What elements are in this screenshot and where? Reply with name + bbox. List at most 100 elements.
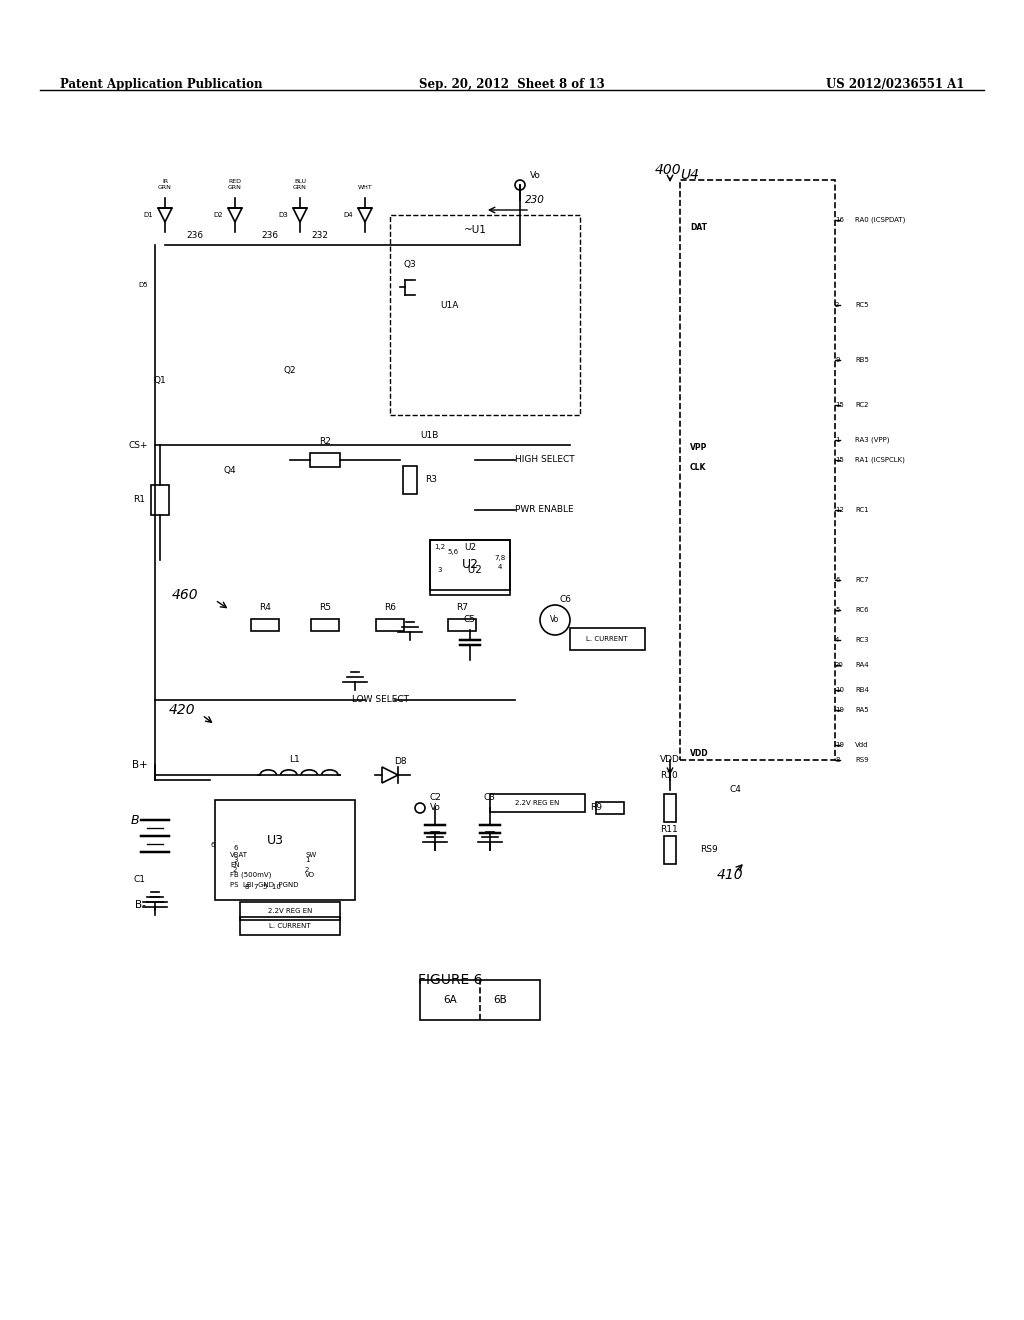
Text: 1: 1 [305,857,309,863]
Text: 400: 400 [655,162,682,177]
Text: RC5: RC5 [855,302,868,308]
Text: VBAT: VBAT [230,851,248,858]
Text: 2: 2 [305,867,309,873]
Text: Q1: Q1 [154,375,166,384]
Text: SW: SW [305,851,316,858]
Bar [390,215,580,414]
Text: RC2: RC2 [855,403,868,408]
Text: 420: 420 [169,704,196,717]
Text: 1,2: 1,2 [434,544,445,550]
Bar [376,619,404,631]
Text: 15: 15 [835,457,844,463]
Text: RC3: RC3 [855,638,868,643]
Text: Vo: Vo [530,170,541,180]
Text: 6A: 6A [443,995,457,1005]
Text: RA4: RA4 [855,663,868,668]
Text: 10: 10 [835,686,844,693]
Text: U2: U2 [462,558,478,572]
Text: 3: 3 [233,857,238,863]
Bar [449,619,476,631]
Bar [311,619,339,631]
Text: RA5: RA5 [855,708,868,713]
Text: 3: 3 [437,568,442,573]
Text: VPP: VPP [690,444,708,453]
Text: D1: D1 [143,213,153,218]
Text: R5: R5 [319,603,331,612]
Bar [151,484,169,515]
Text: D8: D8 [393,758,407,767]
Text: 5,6: 5,6 [447,549,459,554]
Text: VO: VO [305,873,315,878]
Text: 460: 460 [172,587,199,602]
Text: L. CURRENT: L. CURRENT [269,923,311,929]
Text: 2: 2 [233,867,238,873]
Text: 6: 6 [233,845,238,851]
Text: CLK: CLK [690,463,707,473]
Text: 8  7  5  10: 8 7 5 10 [245,884,281,890]
Bar [664,795,676,822]
Text: FIGURE 6: FIGURE 6 [418,973,482,987]
Text: 6: 6 [835,577,840,583]
Text: RC6: RC6 [855,607,868,612]
Text: RB5: RB5 [855,356,869,363]
Text: RB4: RB4 [855,686,869,693]
Text: RA3 (VPP): RA3 (VPP) [855,437,890,444]
Text: 2.2V REG EN: 2.2V REG EN [515,800,559,807]
Text: 410: 410 [717,869,743,882]
Text: B: B [131,813,139,826]
Text: D2: D2 [213,213,223,218]
Text: 12: 12 [835,507,844,513]
Text: 4: 4 [835,638,840,643]
Text: US 2012/0236551 A1: US 2012/0236551 A1 [825,78,964,91]
Text: U4: U4 [681,168,699,182]
Bar [490,795,585,812]
Text: C5: C5 [464,615,476,624]
Text: 236: 236 [261,231,279,239]
Text: 2: 2 [835,302,840,308]
Text: IR
GRN: IR GRN [158,180,172,190]
Text: Vo: Vo [550,615,560,624]
Polygon shape [228,209,242,222]
Text: 236: 236 [186,231,204,239]
Text: C6: C6 [560,595,572,605]
Text: D5: D5 [138,282,148,288]
Text: R6: R6 [384,603,396,612]
Text: C4: C4 [730,785,741,795]
Text: U2: U2 [458,565,482,576]
Text: DAT: DAT [690,223,707,232]
Text: Q3: Q3 [403,260,417,269]
Polygon shape [293,209,307,222]
Text: RA0 (ICSPDAT): RA0 (ICSPDAT) [855,216,905,223]
Text: 16: 16 [835,216,844,223]
Text: U2: U2 [464,544,476,553]
Text: R1: R1 [133,495,145,504]
Text: WHT: WHT [357,185,373,190]
Text: 230: 230 [525,195,545,205]
Text: 6B: 6B [494,995,507,1005]
Text: 15: 15 [835,403,844,408]
Text: 6: 6 [211,842,215,847]
Bar [430,540,510,595]
Text: 7,8: 7,8 [495,554,506,561]
Text: 19: 19 [835,708,844,713]
Text: 232: 232 [311,231,329,239]
Bar [430,540,510,590]
Text: FB (500mV): FB (500mV) [230,871,271,878]
Text: LOW SELECT: LOW SELECT [351,696,409,705]
Bar [240,917,340,935]
Text: U1A: U1A [440,301,459,309]
Text: RC7: RC7 [855,577,868,583]
Text: 9: 9 [835,356,840,363]
Text: BLU
GRN: BLU GRN [293,180,307,190]
Text: Vdd: Vdd [855,742,868,748]
Bar [251,619,279,631]
Bar [570,628,645,649]
Text: D3: D3 [279,213,288,218]
Text: R9: R9 [590,804,602,813]
Text: PS  LBI  GND  PGND: PS LBI GND PGND [230,882,299,888]
Text: U3: U3 [266,833,284,846]
Bar [403,466,417,494]
Bar [310,453,340,467]
Text: Vo: Vo [430,804,441,813]
Text: VDD: VDD [660,755,680,764]
